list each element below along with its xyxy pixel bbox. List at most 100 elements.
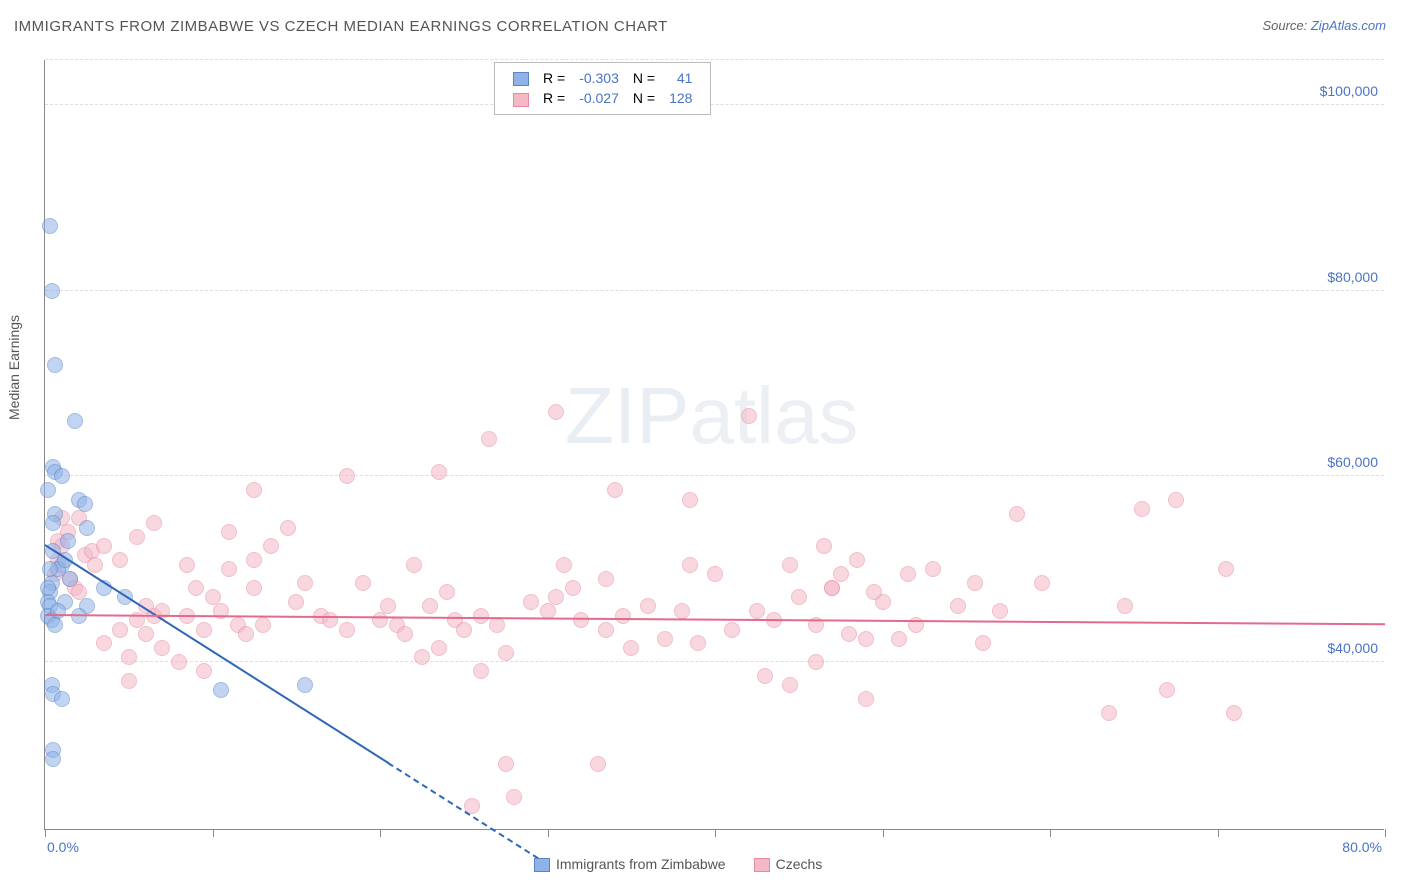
scatter-point <box>196 622 212 638</box>
gridline <box>45 475 1384 476</box>
source-label: Source: <box>1262 18 1310 33</box>
scatter-point <box>858 691 874 707</box>
gridline <box>45 661 1384 662</box>
scatter-point <box>439 584 455 600</box>
scatter-point <box>221 561 237 577</box>
scatter-point <box>154 640 170 656</box>
trend-line <box>388 762 548 865</box>
scatter-point <box>757 668 773 684</box>
gridline <box>45 104 1384 105</box>
y-tick-label: $100,000 <box>1320 83 1378 99</box>
scatter-point <box>96 538 112 554</box>
scatter-point <box>891 631 907 647</box>
scatter-point <box>900 566 916 582</box>
scatter-point <box>473 663 489 679</box>
legend-r-label: R = <box>537 89 571 107</box>
scatter-point <box>866 584 882 600</box>
legend-row: R =-0.027N =128 <box>507 89 698 107</box>
scatter-point <box>657 631 673 647</box>
scatter-point <box>171 654 187 670</box>
y-tick-label: $40,000 <box>1327 640 1378 656</box>
scatter-point <box>322 612 338 628</box>
legend-n-label: N = <box>627 89 661 107</box>
scatter-point <box>724 622 740 638</box>
scatter-point <box>255 617 271 633</box>
scatter-point <box>196 663 212 679</box>
x-tick <box>548 829 549 837</box>
trend-line <box>44 544 388 764</box>
scatter-point <box>749 603 765 619</box>
scatter-point <box>1226 705 1242 721</box>
scatter-point <box>967 575 983 591</box>
scatter-point <box>406 557 422 573</box>
scatter-point <box>40 580 56 596</box>
scatter-point <box>67 413 83 429</box>
scatter-point <box>481 431 497 447</box>
scatter-point <box>129 529 145 545</box>
chart-title: IMMIGRANTS FROM ZIMBABWE VS CZECH MEDIAN… <box>14 18 668 35</box>
scatter-point <box>992 603 1008 619</box>
x-tick <box>1050 829 1051 837</box>
y-tick-label: $80,000 <box>1327 269 1378 285</box>
scatter-point <box>380 598 396 614</box>
scatter-point <box>1117 598 1133 614</box>
legend-n-label: N = <box>627 69 661 87</box>
scatter-point <box>925 561 941 577</box>
scatter-point <box>523 594 539 610</box>
plot-area: ZIPatlas $40,000$60,000$80,000$100,0000.… <box>44 60 1384 830</box>
scatter-point <box>297 575 313 591</box>
scatter-point <box>473 608 489 624</box>
legend-n-value: 41 <box>663 69 698 87</box>
scatter-point <box>674 603 690 619</box>
x-tick <box>1218 829 1219 837</box>
scatter-point <box>489 617 505 633</box>
scatter-point <box>975 635 991 651</box>
scatter-point <box>414 649 430 665</box>
source-link[interactable]: ZipAtlas.com <box>1311 18 1386 33</box>
scatter-point <box>598 622 614 638</box>
scatter-point <box>355 575 371 591</box>
x-tick <box>213 829 214 837</box>
legend-r-value: -0.303 <box>573 69 625 87</box>
scatter-point <box>498 756 514 772</box>
scatter-point <box>1168 492 1184 508</box>
scatter-point <box>280 520 296 536</box>
scatter-point <box>60 533 76 549</box>
scatter-point <box>598 571 614 587</box>
scatter-point <box>565 580 581 596</box>
scatter-point <box>1101 705 1117 721</box>
scatter-point <box>623 640 639 656</box>
scatter-point <box>263 538 279 554</box>
scatter-point <box>339 622 355 638</box>
scatter-point <box>950 598 966 614</box>
correlation-legend: R =-0.303N =41 R =-0.027N =128 <box>494 62 711 115</box>
trend-line <box>45 614 1385 625</box>
scatter-point <box>548 404 564 420</box>
x-tick-label: 80.0% <box>1342 839 1382 855</box>
scatter-point <box>246 580 262 596</box>
gridline <box>45 59 1384 60</box>
legend-swatch <box>513 72 529 86</box>
scatter-point <box>339 468 355 484</box>
scatter-point <box>47 617 63 633</box>
watermark: ZIPatlas <box>565 370 858 462</box>
watermark-text-b: atlas <box>689 371 858 460</box>
scatter-point <box>40 482 56 498</box>
legend-item: Immigrants from Zimbabwe <box>534 856 726 872</box>
scatter-point <box>741 408 757 424</box>
legend-n-value: 128 <box>663 89 698 107</box>
y-axis-title: Median Earnings <box>6 315 22 420</box>
scatter-point <box>45 751 61 767</box>
watermark-text-a: ZIP <box>565 371 689 460</box>
scatter-point <box>138 626 154 642</box>
scatter-point <box>47 357 63 373</box>
scatter-point <box>146 515 162 531</box>
scatter-point <box>498 645 514 661</box>
scatter-point <box>615 608 631 624</box>
scatter-point <box>112 622 128 638</box>
scatter-point <box>62 571 78 587</box>
x-tick <box>45 829 46 837</box>
scatter-point <box>824 580 840 596</box>
scatter-point <box>121 649 137 665</box>
scatter-point <box>87 557 103 573</box>
